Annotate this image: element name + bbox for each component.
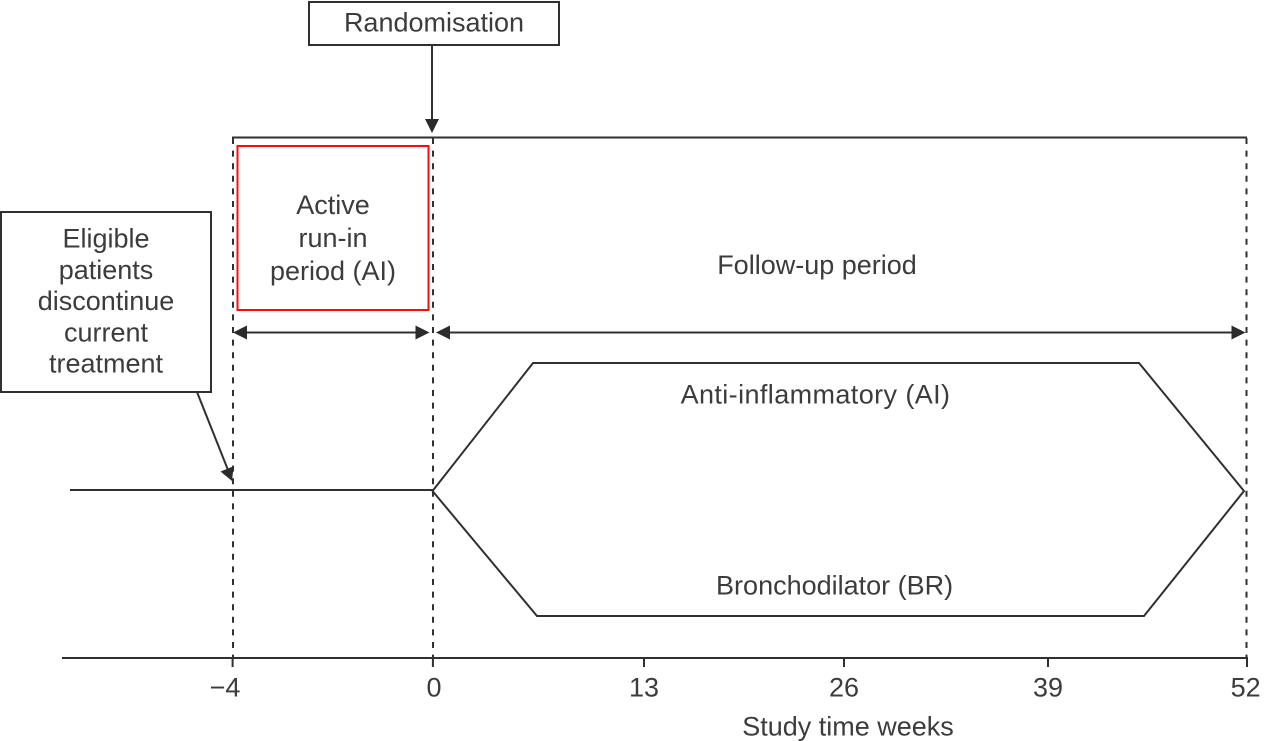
svg-text:Eligible: Eligible	[62, 224, 149, 254]
svg-text:period (AI): period (AI)	[270, 256, 396, 286]
svg-text:52: 52	[1231, 673, 1261, 703]
svg-text:Follow-up period: Follow-up period	[717, 250, 917, 280]
svg-text:discontinue: discontinue	[38, 286, 175, 316]
svg-text:−4: −4	[210, 673, 241, 703]
svg-text:patients: patients	[59, 255, 154, 285]
svg-text:13: 13	[629, 673, 659, 703]
svg-text:current: current	[64, 317, 149, 347]
svg-text:Study time weeks: Study time weeks	[742, 712, 954, 741]
svg-text:Bronchodilator (BR): Bronchodilator (BR)	[716, 571, 953, 601]
svg-text:0: 0	[426, 673, 441, 703]
svg-text:Anti-inflammatory (AI): Anti-inflammatory (AI)	[681, 380, 951, 410]
svg-text:treatment: treatment	[49, 349, 164, 379]
svg-text:26: 26	[829, 673, 859, 703]
svg-text:run-in: run-in	[298, 223, 367, 253]
svg-text:Randomisation: Randomisation	[344, 8, 524, 38]
svg-text:Active: Active	[296, 190, 370, 220]
svg-text:39: 39	[1033, 673, 1063, 703]
